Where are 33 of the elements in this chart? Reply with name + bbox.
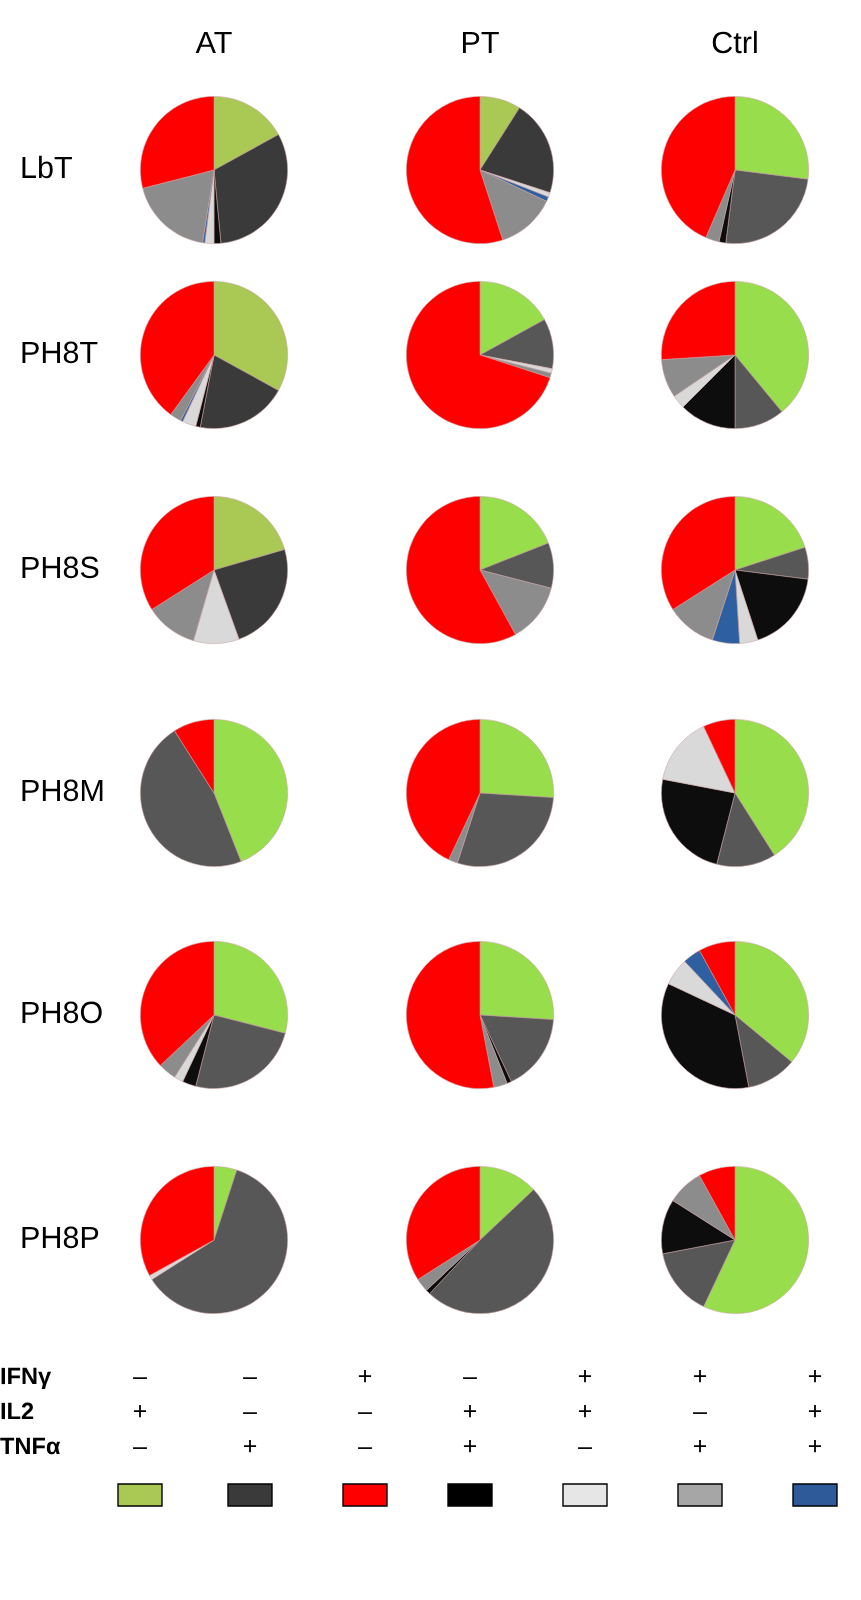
category-label: IFNγ [1, 1367, 52, 1389]
text: + [578, 1405, 592, 1418]
category-label: TNFα [0, 1437, 61, 1455]
text: + [243, 1440, 257, 1453]
text: LbT [22, 155, 72, 179]
text: + [463, 1440, 477, 1453]
text: + [358, 1370, 372, 1383]
text: – [243, 1377, 257, 1379]
text: + [808, 1405, 822, 1418]
text: – [243, 1412, 257, 1414]
text: – [133, 1447, 147, 1449]
text: + [808, 1440, 822, 1453]
chart-title: PT [462, 31, 499, 53]
chart-title: Ctrl [712, 30, 757, 54]
text: + [808, 1370, 822, 1383]
text: PH8M [22, 779, 103, 802]
text: + [463, 1405, 477, 1418]
text: PH8P [22, 1226, 99, 1249]
text: PH8O [22, 1001, 102, 1024]
text: – [578, 1447, 592, 1449]
text: + [578, 1370, 592, 1383]
text: – [463, 1377, 477, 1379]
chart-title: AT [195, 31, 232, 53]
text: PH8T [22, 341, 98, 364]
text: PH8S [22, 556, 99, 579]
text: – [693, 1412, 707, 1414]
text: – [133, 1377, 147, 1379]
text: – [358, 1447, 372, 1449]
text: – [358, 1412, 372, 1414]
text: + [693, 1440, 707, 1453]
text: + [693, 1370, 707, 1383]
text: + [133, 1405, 147, 1418]
category-label: IL2 [1, 1402, 34, 1420]
